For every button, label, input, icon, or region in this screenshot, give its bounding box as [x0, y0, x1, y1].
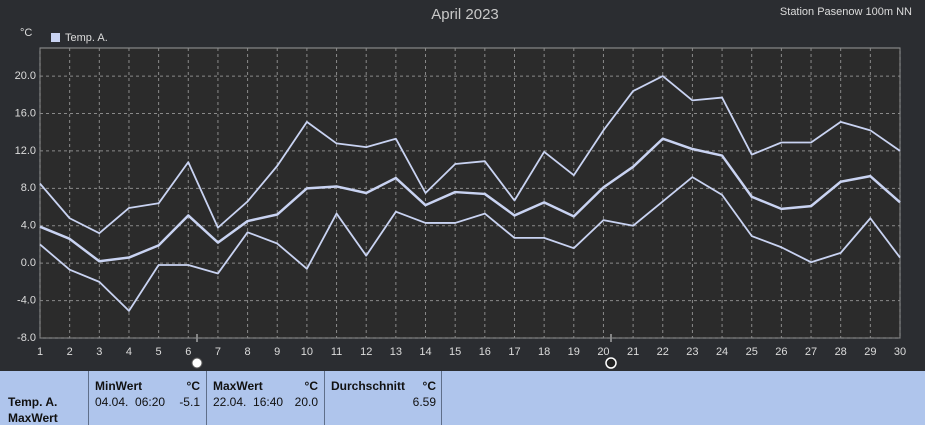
x-tick-label: 30	[894, 346, 906, 358]
column-value: 20.0	[294, 395, 318, 409]
y-tick-label: 20.0	[15, 70, 36, 82]
y-tick-label: 12.0	[15, 145, 36, 157]
column-time: 04.04. 06:20	[95, 395, 166, 409]
x-tick-label: 11	[331, 346, 342, 358]
x-tick-label: 22	[657, 346, 669, 358]
chart: April 2023 Station Pasenow 100m NN °C Te…	[15, 6, 912, 369]
column-value: 6.59	[412, 395, 436, 409]
chart-title: April 2023	[431, 6, 499, 23]
moon-icons	[191, 334, 617, 369]
column-unit: °C	[422, 379, 436, 393]
x-tick-label: 25	[746, 346, 758, 358]
x-tick-label: 20	[597, 346, 609, 358]
series-line	[39, 75, 901, 235]
x-tick-label: 29	[864, 346, 876, 358]
stats-cell: MaxWert °C 22.04. 16:40 20.0	[206, 371, 324, 425]
full-moon	[191, 357, 203, 369]
stats-table: Temp. A. MaxWert MinWert °C 04.04. 06:20 -5…	[0, 371, 925, 425]
new-moon	[605, 357, 617, 369]
column-time: 22.04. 16:40	[213, 395, 284, 409]
x-tick-label: 21	[627, 346, 639, 358]
row-sublabel: MaxWert	[8, 411, 58, 425]
x-tick-label: 13	[390, 346, 402, 358]
column-header: MaxWert	[213, 379, 263, 393]
y-tick-label: -4.0	[17, 294, 36, 306]
y-tick-label: 16.0	[15, 107, 36, 119]
x-tick-label: 28	[835, 346, 847, 358]
row-label: Temp. A.	[8, 395, 58, 409]
y-tick-label: 0.0	[21, 257, 36, 269]
y-tick-label: -8.0	[17, 332, 36, 344]
y-tick-label: 8.0	[21, 182, 36, 194]
x-tick-label: 4	[126, 346, 132, 358]
x-tick-label: 8	[245, 346, 251, 358]
column-header: MinWert	[95, 379, 143, 393]
table-divider	[441, 371, 442, 425]
chart-subtitle: Station Pasenow 100m NN	[780, 6, 912, 18]
x-tick-label: 19	[568, 346, 580, 358]
x-tick-label: 5	[156, 346, 162, 358]
x-tick-label: 7	[215, 346, 221, 358]
x-tick-label: 6	[185, 346, 191, 358]
x-tick-label: 2	[67, 346, 73, 358]
x-tick-label: 24	[716, 346, 728, 358]
x-tick-label: 23	[686, 346, 698, 358]
x-tick-label: 27	[805, 346, 817, 358]
x-tick-label: 26	[775, 346, 787, 358]
y-unit: °C	[20, 27, 32, 39]
x-tick-label: 3	[96, 346, 102, 358]
series-line	[39, 176, 901, 312]
column-unit: °C	[186, 379, 200, 393]
x-tick-label: 17	[508, 346, 520, 358]
stats-cell: MinWert °C 04.04. 06:20 -5.1	[88, 371, 206, 425]
y-tick-label: 4.0	[21, 220, 36, 232]
x-tick-label: 1	[37, 346, 43, 358]
stats-cell: Durchschnitt °C 6.59	[324, 371, 442, 425]
series-line	[39, 137, 901, 263]
column-header: Durchschnitt	[331, 379, 406, 393]
x-tick-label: 18	[538, 346, 550, 358]
x-tick-label: 15	[449, 346, 461, 358]
row-header: Temp. A. MaxWert	[0, 371, 88, 425]
column-unit: °C	[304, 379, 318, 393]
legend-swatch	[51, 33, 60, 42]
column-value: -5.1	[179, 395, 200, 409]
legend-label: Temp. A.	[65, 32, 108, 44]
x-tick-label: 12	[360, 346, 372, 358]
x-tick-label: 10	[301, 346, 313, 358]
x-tick-label: 16	[479, 346, 491, 358]
x-tick-label: 9	[274, 346, 280, 358]
x-tick-label: 14	[419, 346, 431, 358]
